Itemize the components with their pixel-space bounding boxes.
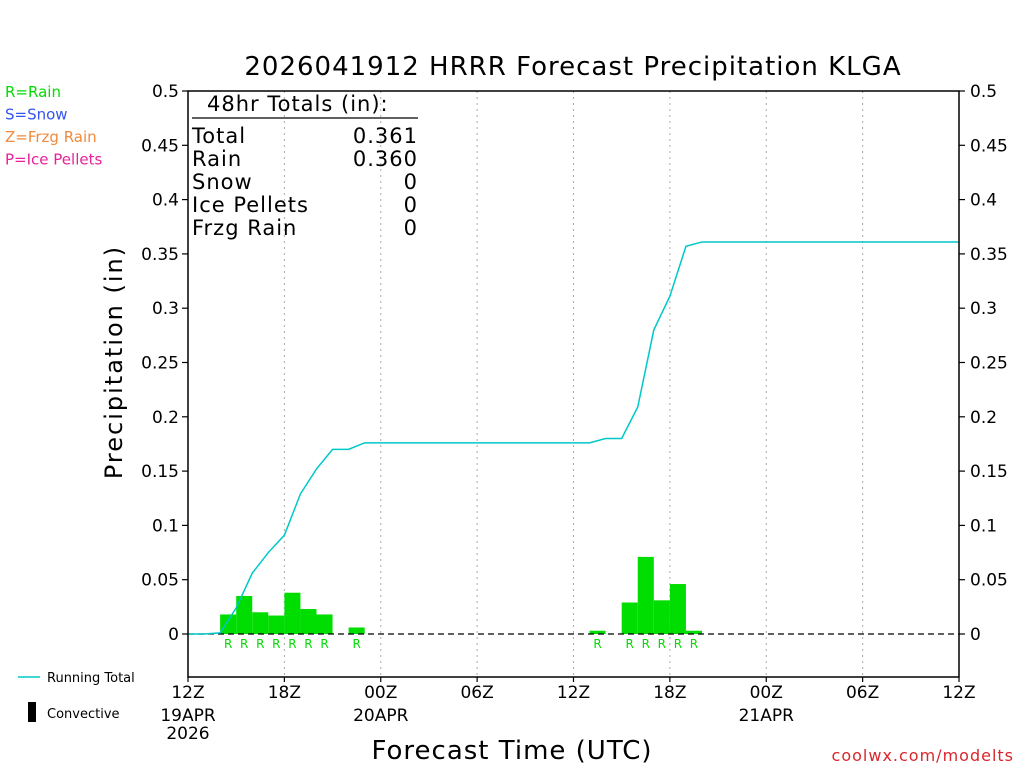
bars-layer <box>220 556 702 634</box>
totals-row-value: 0.360 <box>353 147 418 171</box>
ptype-label: R <box>288 637 296 651</box>
x-tick-label: 06Z <box>846 683 879 703</box>
ptype-label: R <box>272 637 280 651</box>
precip-bar <box>637 556 654 634</box>
x-tick-date: 21APR <box>739 706 795 726</box>
ptype-label: R <box>674 637 682 651</box>
ptype-label: R <box>626 637 634 651</box>
ptype-label: R <box>256 637 264 651</box>
ptype-label: R <box>658 637 666 651</box>
ptype-label: R <box>240 637 248 651</box>
totals-row-value: 0.361 <box>353 124 418 148</box>
x-tick-label: 12Z <box>171 683 204 703</box>
y-tick-label-left: 0.5 <box>152 82 179 102</box>
y-tick-label-left: 0.1 <box>152 516 179 536</box>
y-tick-label-left: 0.35 <box>141 245 179 265</box>
y-tick-label-right: 0.05 <box>970 571 1008 591</box>
y-tick-label-left: 0.4 <box>152 191 179 211</box>
y-tick-label-right: 0.4 <box>970 191 997 211</box>
y-tick-label-left: 0.25 <box>141 354 179 374</box>
ptype-label: R <box>690 637 698 651</box>
convective-legend-label: Convective <box>47 707 120 722</box>
y-tick-label-right: 0.35 <box>970 245 1008 265</box>
y-tick-label-left: 0.45 <box>141 136 179 156</box>
y-tick-label-right: 0.25 <box>970 354 1008 374</box>
precip-bar <box>685 630 702 634</box>
totals-header: 48hr Totals (in): <box>207 92 389 116</box>
x-tick-year: 2026 <box>166 724 209 744</box>
x-tick-date: 20APR <box>353 706 409 726</box>
x-tick-label: 06Z <box>460 683 493 703</box>
x-tick-label: 18Z <box>268 683 301 703</box>
precip-bar <box>348 627 365 634</box>
precip-bar <box>236 595 253 634</box>
x-axis-label: Forecast Time (UTC) <box>371 736 652 766</box>
totals-row-label: Frzg Rain <box>192 216 297 240</box>
x-tick-label: 00Z <box>364 683 397 703</box>
y-axis-left: 0 0.05 0.1 0.15 0.2 0.25 0.3 0.35 0.4 0.45 0.5 <box>141 82 188 645</box>
y-axis-right: 0 0.05 0.1 0.15 0.2 0.25 0.3 0.35 0.4 0.45 0.5 <box>959 82 1008 645</box>
precip-bar <box>220 614 237 634</box>
precip-bar <box>268 615 285 634</box>
y-tick-label-left: 0.05 <box>141 571 179 591</box>
precip-bar <box>316 614 333 634</box>
x-tick-label: 12Z <box>942 683 975 703</box>
totals-row-label: Snow <box>192 170 253 194</box>
precip-bar <box>589 630 606 634</box>
y-tick-label-right: 0.15 <box>970 462 1008 482</box>
totals-row-value: 0 <box>404 216 418 240</box>
totals-row-label: Ice Pellets <box>192 193 309 217</box>
y-tick-label-right: 0.2 <box>970 408 997 428</box>
y-tick-label-left: 0.3 <box>152 299 179 319</box>
ptype-label: R <box>320 637 328 651</box>
totals-row-value: 0 <box>404 170 418 194</box>
precip-bar <box>300 609 317 634</box>
totals-row-label: Rain <box>192 147 242 171</box>
x-tick-label: 18Z <box>653 683 686 703</box>
totals-row-value: 0 <box>404 193 418 217</box>
chart-title: 2026041912 HRRR Forecast Precipitation K… <box>244 52 901 82</box>
running-total-legend-label: Running Total <box>47 671 135 686</box>
ptype-legend-item: R=Rain <box>5 83 61 101</box>
gridlines <box>283 91 864 677</box>
y-tick-label-right: 0.45 <box>970 136 1008 156</box>
x-tick-label: 12Z <box>557 683 590 703</box>
y-tick-label-right: 0.1 <box>970 516 997 536</box>
precip-bar <box>653 600 670 634</box>
ptype-label: R <box>304 637 312 651</box>
y-tick-label-right: 0 <box>970 625 981 645</box>
ptype-label: R <box>224 637 232 651</box>
ptype-legend: R=Rain S=Snow Z=Frzg Rain P=Ice Pellets <box>5 83 102 169</box>
totals-box: 48hr Totals (in): Total 0.361 Rain 0.360 Sno… <box>191 92 418 240</box>
ptype-label: R <box>642 637 650 651</box>
ptype-label: R <box>593 637 601 651</box>
totals-row-label: Total <box>191 124 246 148</box>
ptype-legend-item: Z=Frzg Rain <box>5 128 97 146</box>
y-tick-label-left: 0.2 <box>152 408 179 428</box>
convective-swatch <box>28 702 36 722</box>
ptype-legend-item: S=Snow <box>5 106 68 124</box>
precip-bar <box>284 592 301 634</box>
totals-rows: Total 0.361 Rain 0.360 Snow 0 Ice Pellets 0 Frzg… <box>191 124 418 240</box>
y-tick-label-left: 0 <box>168 625 179 645</box>
ptype-label: R <box>352 637 360 651</box>
y-axis-label: Precipitation (in) <box>100 245 128 479</box>
credit-text: coolwx.com/modelts <box>832 746 1014 765</box>
y-tick-label-right: 0.5 <box>970 82 997 102</box>
precip-bar <box>252 612 269 634</box>
precip-bar <box>669 584 686 634</box>
ptype-legend-item: P=Ice Pellets <box>5 151 102 169</box>
y-tick-label-left: 0.15 <box>141 462 179 482</box>
running-total-line <box>188 241 959 635</box>
precip-bar <box>621 602 638 634</box>
x-tick-date: 19APR <box>160 706 216 726</box>
y-tick-label-right: 0.3 <box>970 299 997 319</box>
x-tick-label: 00Z <box>750 683 783 703</box>
